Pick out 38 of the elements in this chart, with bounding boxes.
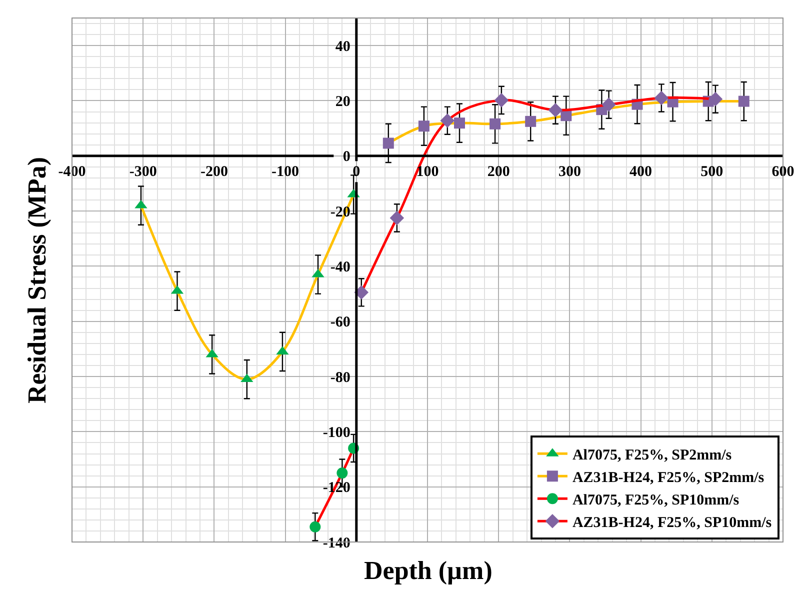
legend-label: Al7075, F25%, SP10mm/s xyxy=(572,492,740,508)
y-axis-title: Residual Stress (MPa) xyxy=(22,156,52,404)
point xyxy=(390,210,404,226)
point xyxy=(654,90,669,106)
x-tick-label: 100 xyxy=(416,164,439,180)
point xyxy=(336,468,348,479)
point xyxy=(525,116,536,127)
point xyxy=(494,93,509,108)
legend-label: AZ31B-H24, F25%, SP10mm/s xyxy=(572,514,772,531)
y-tick-label: -60 xyxy=(330,314,350,331)
x-tick-label: 400 xyxy=(630,164,652,180)
x-axis-title: Depth (µm) xyxy=(364,556,492,585)
y-tick-label: 40 xyxy=(335,38,350,55)
x-tick-label: 0 xyxy=(352,164,360,180)
point xyxy=(310,521,321,532)
point xyxy=(490,118,501,130)
legend-label: Al7075, F25%, SP2mm/s xyxy=(572,447,732,464)
point xyxy=(738,96,750,107)
x-tick-label: -200 xyxy=(200,164,228,180)
y-tick-label: 0 xyxy=(342,149,350,166)
point xyxy=(708,92,723,106)
x-tick-label: -300 xyxy=(129,164,157,180)
y-tick-label: -40 xyxy=(330,259,350,276)
point xyxy=(602,97,616,112)
y-tick-label: -100 xyxy=(322,424,350,441)
point xyxy=(382,138,394,149)
legend-label: AZ31B-H24, F25%, SP2mm/s xyxy=(572,470,764,486)
x-tick-label: 300 xyxy=(558,164,581,180)
x-tick-label: 600 xyxy=(772,164,794,180)
point xyxy=(418,120,430,132)
y-tick-label: -80 xyxy=(330,370,350,386)
y-tick-label: 20 xyxy=(335,94,350,110)
x-tick-label: 500 xyxy=(700,164,724,180)
point xyxy=(454,118,465,129)
x-tick-label: 200 xyxy=(487,164,510,180)
x-tick-label: -100 xyxy=(272,164,300,180)
point xyxy=(548,102,563,118)
point xyxy=(440,113,455,128)
